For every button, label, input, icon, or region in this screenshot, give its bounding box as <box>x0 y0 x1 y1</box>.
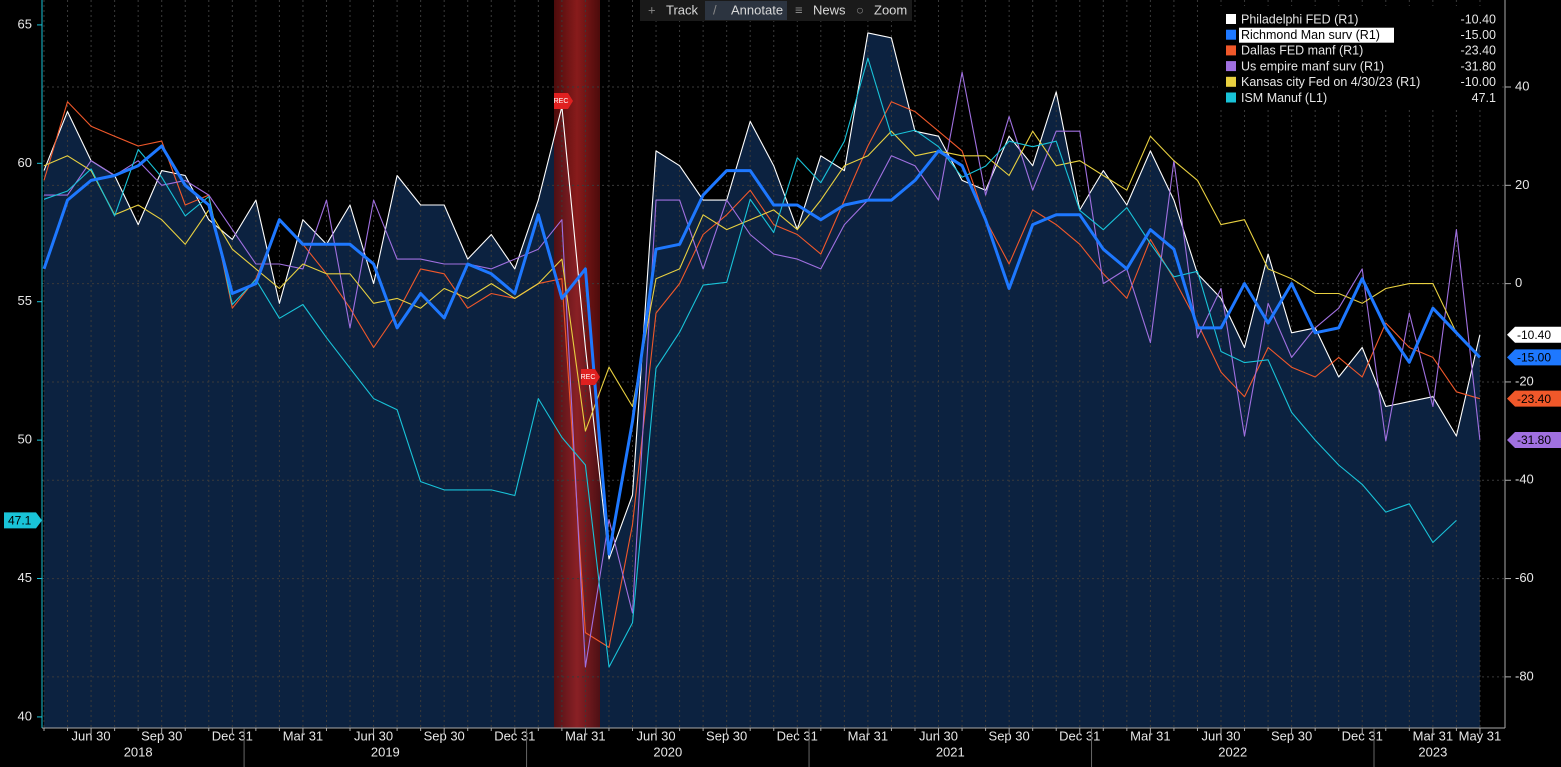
x-year-label: 2022 <box>1218 744 1247 759</box>
rec-marker <box>554 93 573 109</box>
x-tick-label: Sep 30 <box>424 728 465 743</box>
icon: ≡ <box>795 2 803 17</box>
series-line <box>42 144 1481 556</box>
x-tick-label: Dec 31 <box>1059 728 1100 743</box>
toolbar-track[interactable]: Track <box>666 2 699 17</box>
x-tick-label: Dec 31 <box>494 728 535 743</box>
y2-tick-label: 20 <box>1515 177 1529 192</box>
toolbar-annotate[interactable]: Annotate <box>731 2 783 17</box>
value-tag <box>1507 349 1561 366</box>
legend-value: 47.1 <box>1472 91 1496 105</box>
x-tick-label: Sep 30 <box>1271 728 1312 743</box>
x-tick-label: Jun 30 <box>919 728 958 743</box>
x-tick-label: Sep 30 <box>989 728 1030 743</box>
y2-tick-label: 40 <box>1515 78 1529 93</box>
series-line <box>44 71 1481 668</box>
legend-swatch <box>1226 45 1236 56</box>
x-tick-label: Mar 31 <box>565 728 605 743</box>
toolbar: Track Annotate News Zoom + / ≡ ○ <box>640 0 912 21</box>
legend-swatch <box>1226 92 1236 103</box>
legend-label: Richmond Man surv (R1) <box>1241 28 1380 42</box>
x-tick-label: Mar 31 <box>1413 728 1453 743</box>
toolbar-news[interactable]: News <box>813 2 846 17</box>
legend-value: -10.00 <box>1461 75 1496 89</box>
y-tick-label: 65 <box>18 16 32 31</box>
x-tick-label: Dec 31 <box>777 728 818 743</box>
x-tick-label: Jun 30 <box>354 728 393 743</box>
value-tag-label: -23.40 <box>1517 392 1551 406</box>
plot: REC REC 40 45 50 55 60 65 40 20 0 -20 -40 -60 -80 Jun 3… <box>4 0 1561 767</box>
legend-highlight <box>1239 27 1394 43</box>
x-tick-label: Jun 30 <box>1201 728 1240 743</box>
legend-label: Kansas city Fed on 4/30/23 (R1) <box>1241 75 1420 89</box>
x-year-label: 2019 <box>371 744 400 759</box>
rec-label: REC <box>554 98 569 105</box>
value-tag <box>1507 390 1561 407</box>
icon: ○ <box>856 2 864 17</box>
legend-swatch <box>1226 29 1236 40</box>
legend-value: -15.00 <box>1461 28 1496 42</box>
x-tick-label: Sep 30 <box>706 728 747 743</box>
x-tick-label: Dec 31 <box>212 728 253 743</box>
legend-label: Dallas FED manf (R1) <box>1241 44 1363 58</box>
legend-swatch <box>1226 14 1236 24</box>
toolbar-active <box>705 1 787 20</box>
y2-tick-label: -60 <box>1515 570 1534 585</box>
legend-value: -31.80 <box>1461 59 1496 73</box>
y-tick-label: 60 <box>18 155 32 170</box>
legend-swatch <box>1226 76 1236 87</box>
value-tag-label: -15.00 <box>1517 351 1551 365</box>
y2-tick-label: 0 <box>1515 275 1522 290</box>
y2-tick-label: -20 <box>1515 373 1534 388</box>
x-tick-label: Dec 31 <box>1342 728 1383 743</box>
legend-value: -10.40 <box>1461 12 1496 26</box>
legend-label: ISM Manuf (L1) <box>1241 91 1327 105</box>
legend-swatch <box>1226 61 1236 72</box>
x-tick-label: Mar 31 <box>283 728 323 743</box>
y2-tick-label: -80 <box>1515 668 1534 683</box>
legend-label: Philadelphi FED (R1) <box>1241 12 1358 26</box>
y-tick-label: 50 <box>18 432 32 447</box>
series-line <box>43 32 1481 560</box>
legend: Philadelphi FED (R1) -10.40 Richmond Man s… <box>1218 6 1502 110</box>
x-year-label: 2023 <box>1418 744 1447 759</box>
icon: / <box>713 2 717 17</box>
y-tick-label: 40 <box>18 708 32 723</box>
series-line <box>43 130 1457 432</box>
x-year-label: 2021 <box>936 744 965 759</box>
legend-bg <box>1218 6 1502 110</box>
value-tag <box>4 512 42 529</box>
x-tick-label: Sep 30 <box>141 728 182 743</box>
legend-value: -23.40 <box>1461 44 1496 58</box>
x-tick-label: Jun 30 <box>637 728 676 743</box>
value-tag <box>1507 326 1561 343</box>
value-tag <box>1507 431 1561 448</box>
x-year-label: 2018 <box>124 744 153 759</box>
icon: + <box>648 2 656 17</box>
y-tick-label: 45 <box>18 570 32 585</box>
value-tag-label: -31.80 <box>1517 433 1551 447</box>
x-tick-label: Mar 31 <box>848 728 888 743</box>
y2-tick-label: -40 <box>1515 472 1534 487</box>
x-tick-label: Mar 31 <box>1130 728 1170 743</box>
series-line <box>43 57 1457 668</box>
legend-label: Us empire manf surv (R1) <box>1241 59 1384 73</box>
area-fill <box>44 32 1480 728</box>
value-tag-label: 47.1 <box>8 514 32 528</box>
x-tick-label: Jun 30 <box>72 728 111 743</box>
rec-marker <box>581 369 600 385</box>
value-tag-label: -10.40 <box>1517 328 1551 342</box>
y-tick-label: 55 <box>18 293 32 308</box>
x-tick-label: May 31 <box>1459 728 1502 743</box>
rec-label: REC <box>581 374 596 381</box>
x-year-label: 2020 <box>653 744 682 759</box>
toolbar-zoom[interactable]: Zoom <box>874 2 907 17</box>
